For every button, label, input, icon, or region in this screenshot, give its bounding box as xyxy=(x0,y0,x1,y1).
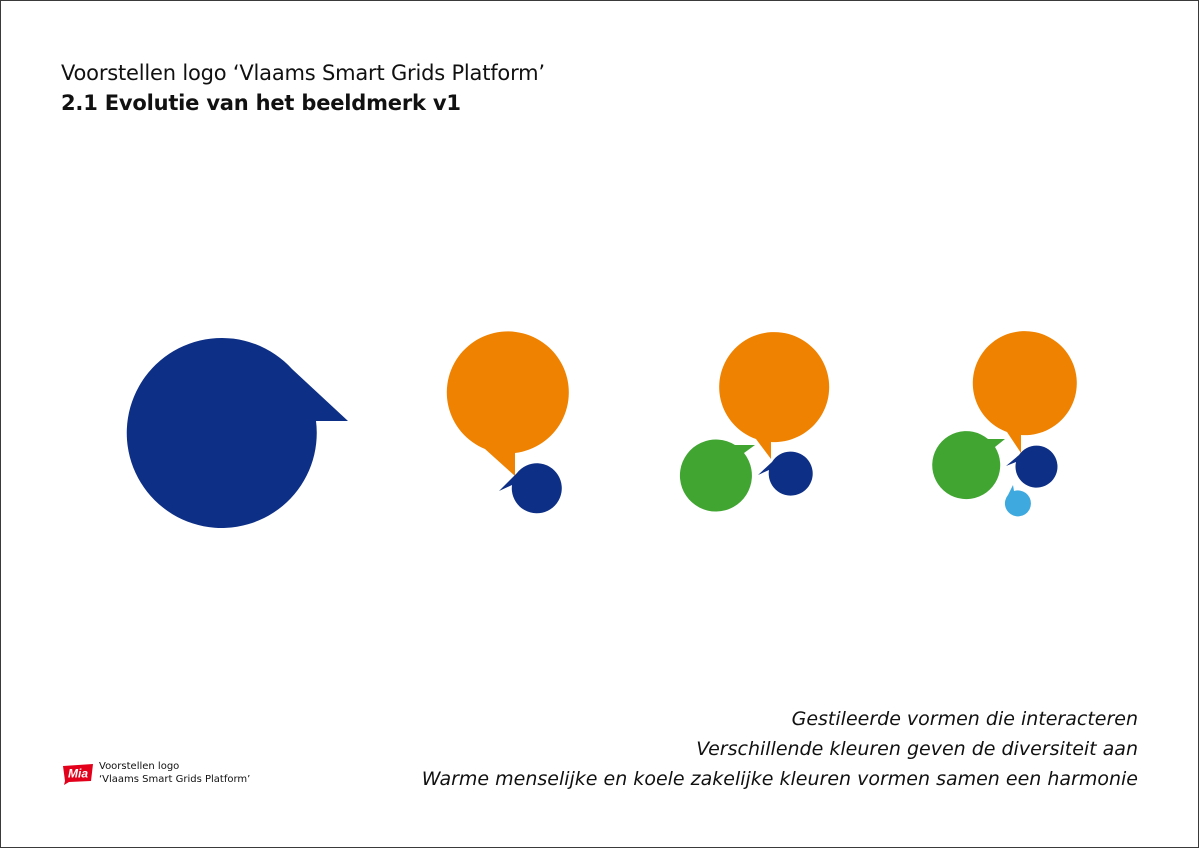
mia-logo: Mia xyxy=(63,764,93,785)
slide-title: 2.1 Evolutie van het beeldmerk v1 xyxy=(61,91,461,115)
light-blue-speech-bubble xyxy=(1004,485,1031,517)
navy-speech-bubble xyxy=(758,451,813,496)
caption-line: Warme menselijke en koele zakelijke kleu… xyxy=(421,768,1138,790)
navy-speech-bubble xyxy=(499,463,562,514)
footer-line-1: Voorstellen logo xyxy=(99,761,180,772)
footer-line-2: ‘Vlaams Smart Grids Platform’ xyxy=(99,774,251,785)
caption-line: Gestileerde vormen die interacteren xyxy=(791,708,1138,730)
variant-3 xyxy=(679,332,830,512)
variant-1 xyxy=(126,337,348,528)
variant-4 xyxy=(932,331,1077,517)
orange-speech-bubble xyxy=(719,332,830,459)
slide-subtitle: Voorstellen logo ‘Vlaams Smart Grids Pla… xyxy=(61,61,545,85)
footer-text: Voorstellen logo ‘Vlaams Smart Grids Pla… xyxy=(99,760,250,786)
navy-speech-bubble xyxy=(1006,445,1058,488)
mia-logo-text: Mia xyxy=(68,767,88,781)
mia-logo-shape xyxy=(63,764,93,785)
green-speech-bubble xyxy=(679,439,755,512)
navy-speech-bubble xyxy=(126,337,348,528)
orange-speech-bubble xyxy=(972,331,1077,453)
caption: Gestileerde vormen die interacteren Vers… xyxy=(422,704,1138,794)
green-speech-bubble xyxy=(932,431,1005,500)
orange-speech-bubble xyxy=(446,331,569,476)
variant-2 xyxy=(446,331,569,514)
caption-line: Verschillende kleuren geven de diversite… xyxy=(696,738,1138,760)
